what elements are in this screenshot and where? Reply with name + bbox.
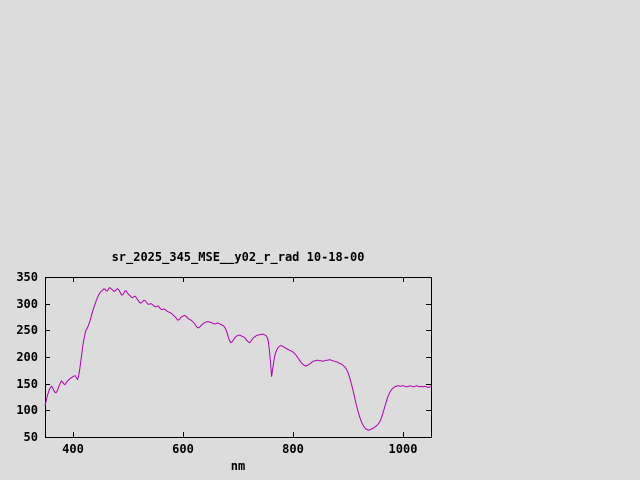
plot-border (45, 277, 432, 438)
y-tick-label: 50 (23, 430, 38, 444)
x-tick-label: 800 (282, 442, 304, 456)
y-tick-label: 100 (16, 403, 38, 417)
y-tick-label: 150 (16, 377, 38, 391)
data-line (44, 287, 431, 431)
y-tick-label: 200 (16, 350, 38, 364)
y-tick-label: 250 (16, 323, 38, 337)
chart-title: sr_2025_345_MSE__y02_r_rad 10-18-00 (111, 250, 365, 264)
x-tick-label: 600 (172, 442, 194, 456)
x-tick-label: 1000 (388, 442, 418, 456)
y-tick-label: 300 (16, 297, 38, 311)
y-tick-label: 350 (16, 270, 38, 284)
x-tick-label: 400 (62, 442, 84, 456)
x-axis-label: nm (230, 459, 246, 473)
